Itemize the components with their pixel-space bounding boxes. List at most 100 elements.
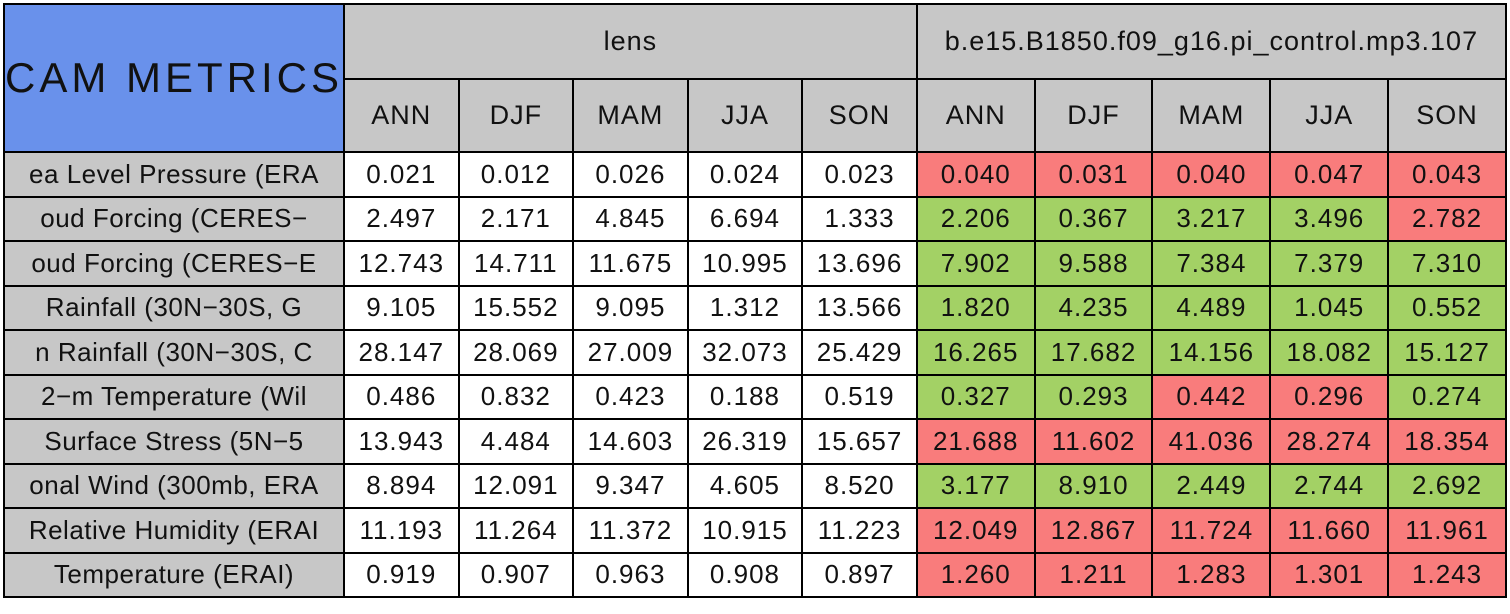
lens-value-cell: 6.694 [686,195,804,242]
control-value-cell: 18.354 [1387,418,1507,465]
lens-value-cell: 27.009 [572,329,689,376]
season-header-jja: JJA [1269,78,1390,153]
lens-value-cell: 2.497 [343,195,460,242]
control-value-cell: 2.744 [1269,462,1390,509]
metric-label: oud Forcing (CERES− [3,195,345,242]
metric-row: oud Forcing (CERES−E 12.743 14.711 11.675 10… [3,240,1507,287]
lens-value-cell: 25.429 [801,329,918,376]
lens-value-cell: 15.552 [457,284,575,331]
metric-row: n Rainfall (30N−30S, C 28.147 28.069 27.009… [3,329,1507,376]
season-header-mam: MAM [1151,78,1272,153]
metric-label: Relative Humidity (ERAI [3,507,345,554]
control-value-cell: 1.211 [1033,551,1154,598]
control-value-cell: 0.293 [1033,373,1154,420]
control-value-cell: 0.040 [915,151,1036,198]
control-value-cell: 14.156 [1151,329,1272,376]
lens-value-cell: 0.486 [343,373,460,420]
season-header-son: SON [1387,78,1507,153]
control-value-cell: 0.296 [1269,373,1390,420]
lens-value-cell: 11.372 [572,507,689,554]
lens-value-cell: 28.147 [343,329,460,376]
control-value-cell: 3.177 [915,462,1036,509]
control-value-cell: 41.036 [1151,418,1272,465]
lens-value-cell: 4.845 [572,195,689,242]
lens-value-cell: 0.963 [572,551,689,598]
control-value-cell: 18.082 [1269,329,1390,376]
control-value-cell: 2.692 [1387,462,1507,509]
control-value-cell: 11.724 [1151,507,1272,554]
lens-value-cell: 0.897 [801,551,918,598]
control-value-cell: 1.243 [1387,551,1507,598]
lens-value-cell: 28.069 [457,329,575,376]
metric-row: Temperature (ERAI) 0.919 0.907 0.963 0.908 0.… [3,551,1507,598]
metric-label: Rainfall (30N−30S, G [3,284,345,331]
control-value-cell: 0.047 [1269,151,1390,198]
control-value-cell: 3.496 [1269,195,1390,242]
control-value-cell: 1.820 [915,284,1036,331]
season-header-jja: JJA [686,78,804,153]
control-value-cell: 2.449 [1151,462,1272,509]
metric-row: Rainfall (30N−30S, G 9.105 15.552 9.095 1.31… [3,284,1507,331]
control-value-cell: 28.274 [1269,418,1390,465]
season-header-djf: DJF [1033,78,1154,153]
lens-value-cell: 10.995 [686,240,804,287]
control-value-cell: 3.217 [1151,195,1272,242]
metric-row: oud Forcing (CERES− 2.497 2.171 4.845 6.694 1… [3,195,1507,242]
lens-value-cell: 9.347 [572,462,689,509]
control-value-cell: 8.910 [1033,462,1154,509]
metric-label: 2−m Temperature (Wil [3,373,345,420]
lens-value-cell: 4.484 [457,418,575,465]
lens-value-cell: 1.312 [686,284,804,331]
control-value-cell: 11.660 [1269,507,1390,554]
season-header-mam: MAM [572,78,689,153]
lens-value-cell: 0.907 [457,551,575,598]
control-value-cell: 15.127 [1387,329,1507,376]
metric-label: Temperature (ERAI) [3,551,345,598]
control-value-cell: 12.049 [915,507,1036,554]
season-header-row: ANN DJF MAM JJA SON ANN DJF MAM JJA SON [4,78,1507,153]
control-value-cell: 1.260 [915,551,1036,598]
control-value-cell: 2.782 [1387,195,1507,242]
lens-value-cell: 0.026 [572,151,689,198]
lens-value-cell: 4.605 [686,462,804,509]
lens-value-cell: 0.832 [457,373,575,420]
lens-value-cell: 0.024 [686,151,804,198]
control-value-cell: 1.301 [1269,551,1390,598]
metric-label: ea Level Pressure (ERA [3,151,345,198]
season-header-son: SON [801,78,918,153]
lens-value-cell: 9.095 [572,284,689,331]
metric-label: onal Wind (300mb, ERA [3,462,345,509]
control-value-cell: 17.682 [1033,329,1154,376]
lens-value-cell: 8.520 [801,462,918,509]
control-value-cell: 0.274 [1387,373,1507,420]
control-value-cell: 7.379 [1269,240,1390,287]
lens-value-cell: 2.171 [457,195,575,242]
control-value-cell: 0.327 [915,373,1036,420]
lens-value-cell: 11.223 [801,507,918,554]
control-value-cell: 7.310 [1387,240,1507,287]
metric-row: Surface Stress (5N−5 13.943 4.484 14.603 26.… [3,418,1507,465]
control-value-cell: 11.961 [1387,507,1507,554]
lens-value-cell: 14.711 [457,240,575,287]
control-value-cell: 1.283 [1151,551,1272,598]
group-header-row: CAM METRICS lens b.e15.B1850.f09_g16.pi_… [3,3,1508,153]
lens-value-cell: 14.603 [572,418,689,465]
season-header-ann: ANN [343,78,460,153]
control-value-cell: 0.442 [1151,373,1272,420]
lens-value-cell: 12.743 [343,240,460,287]
control-value-cell: 2.206 [915,195,1036,242]
season-header-djf: DJF [457,78,575,153]
lens-value-cell: 13.696 [801,240,918,287]
metric-label: oud Forcing (CERES−E [3,240,345,287]
lens-value-cell: 0.188 [686,373,804,420]
metric-row: ea Level Pressure (ERA 0.021 0.012 0.026 0.0… [3,151,1507,198]
lens-value-cell: 0.023 [801,151,918,198]
lens-value-cell: 26.319 [686,418,804,465]
table-title: CAM METRICS [3,3,345,153]
lens-value-cell: 13.566 [801,284,918,331]
control-value-cell: 0.031 [1033,151,1154,198]
lens-value-cell: 0.012 [457,151,575,198]
control-value-cell: 0.552 [1387,284,1507,331]
control-value-cell: 16.265 [915,329,1036,376]
lens-value-cell: 12.091 [457,462,575,509]
